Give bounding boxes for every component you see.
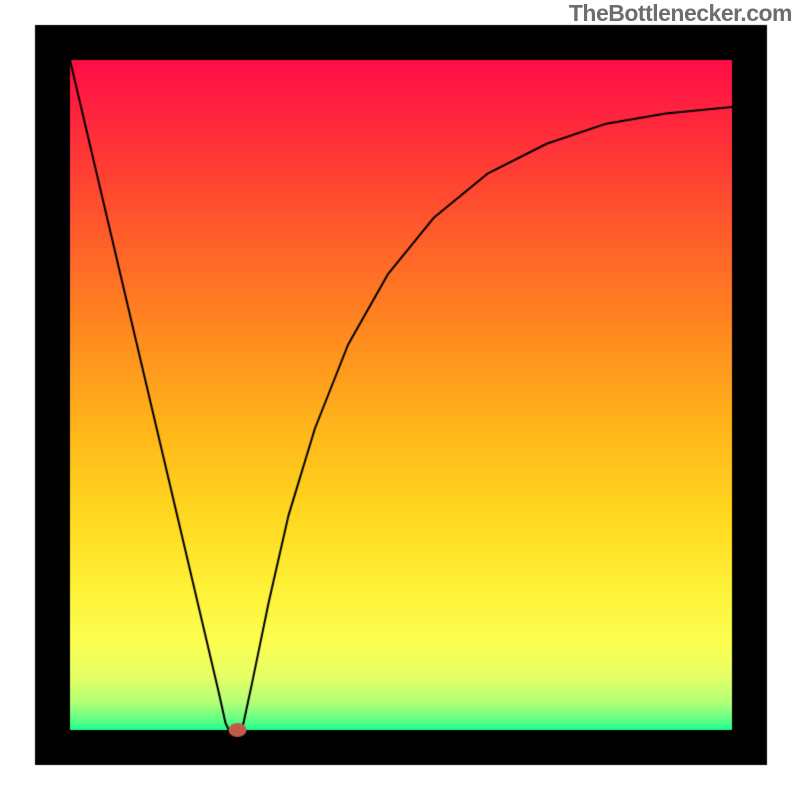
chart-container: TheBottlenecker.com: [0, 0, 800, 800]
watermark-label: TheBottlenecker.com: [569, 0, 792, 27]
bottleneck-chart-canvas: [0, 0, 800, 800]
